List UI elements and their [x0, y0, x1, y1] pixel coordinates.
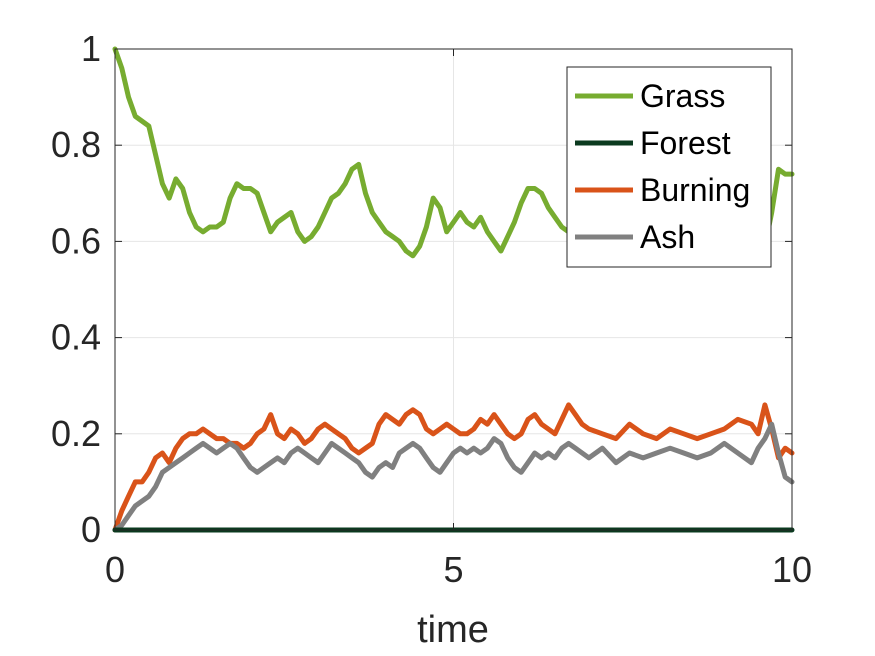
x-tick-label: 10 — [772, 549, 812, 590]
x-tick-label: 0 — [105, 549, 125, 590]
legend-label-burning: Burning — [640, 172, 750, 208]
y-tick-label: 0.4 — [51, 317, 101, 358]
x-tick-label: 5 — [443, 549, 463, 590]
y-tick-label: 0.8 — [51, 124, 101, 165]
legend-label-ash: Ash — [640, 219, 695, 255]
legend-label-grass: Grass — [640, 78, 725, 114]
series-line-ash — [112, 421, 795, 533]
axis-ticks: 00.20.40.60.810 5 10 — [51, 28, 812, 590]
y-tick-label: 0 — [81, 509, 101, 550]
y-tick-label: 0.2 — [51, 413, 101, 454]
legend-label-forest: Forest — [640, 125, 731, 161]
legend-box — [566, 66, 772, 268]
y-tick-label: 0.6 — [51, 220, 101, 261]
x-axis-label: time — [417, 609, 489, 651]
series-line-burning — [112, 402, 795, 533]
legend: Grass Forest Burning Ash — [566, 66, 772, 268]
y-tick-label: 1 — [81, 28, 101, 69]
